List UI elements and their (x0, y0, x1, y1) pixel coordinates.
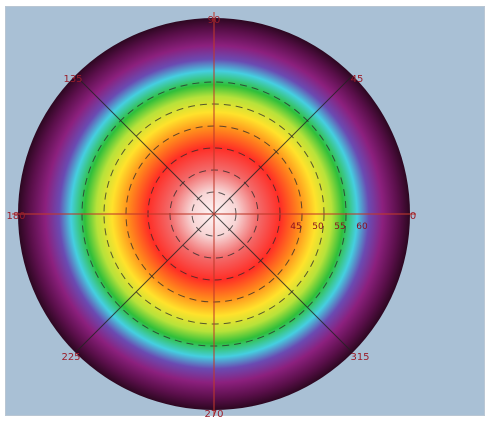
spoke-225 (75, 213, 215, 353)
angle-label-315: 315 (350, 352, 369, 363)
angle-label-270: 270 (204, 409, 223, 420)
angle-label-135: 135 (63, 74, 82, 85)
spoke-315 (213, 213, 353, 353)
angle-label-225: 225 (61, 352, 80, 363)
angle-label-180: 180 (6, 211, 25, 222)
crosshair-axes (12, 12, 416, 416)
spoke-135 (75, 75, 215, 215)
radial-label-50: 50 (312, 222, 324, 232)
angle-label-90: 90 (208, 15, 221, 26)
spoke-45 (213, 75, 353, 215)
angle-label-45: 45 (351, 74, 364, 85)
radial-label-55: 55 (334, 222, 345, 232)
radial-label-60: 60 (356, 222, 368, 232)
angular-grid (75, 75, 353, 353)
angle-label-0: 0 (410, 211, 416, 222)
radial-label-45: 45 (290, 222, 301, 232)
